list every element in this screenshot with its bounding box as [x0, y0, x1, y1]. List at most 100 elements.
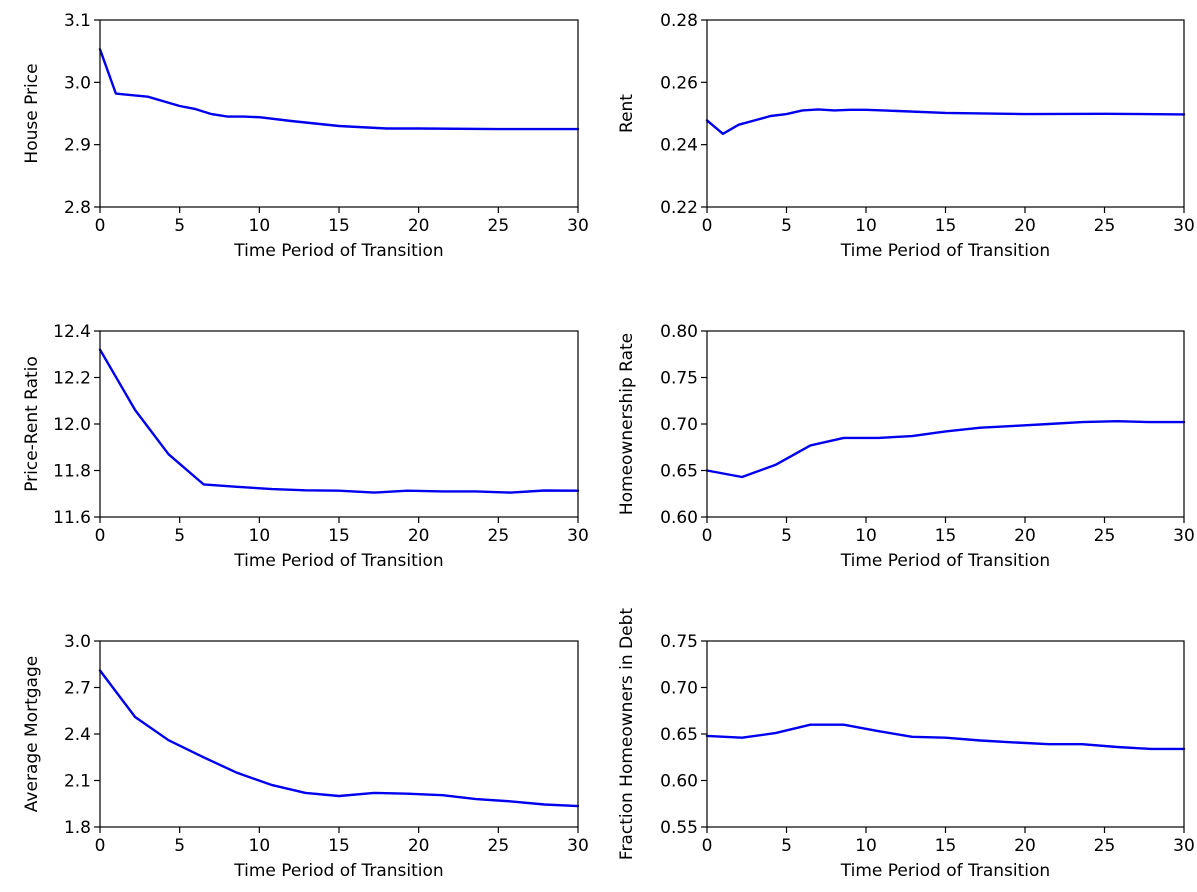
y-tick-label: 11.6: [53, 508, 91, 528]
x-tick-label: 10: [249, 526, 271, 546]
x-tick-label: 25: [1094, 836, 1116, 856]
x-tick-label: 5: [781, 526, 792, 546]
x-axis-label: Time Period of Transition: [233, 861, 443, 881]
chart-panel-1: 0 5 10 15 20 25 30 2.8 2.9 3.0 3.1 Time Period of T…: [22, 11, 589, 261]
y-tick-label: 0.60: [660, 508, 698, 528]
x-tick-label: 0: [95, 836, 106, 856]
x-tick-label: 25: [488, 836, 510, 856]
x-tick-label: 15: [328, 216, 350, 236]
y-tick-label: 0.22: [660, 198, 698, 218]
y-tick-label: 0.65: [660, 725, 698, 745]
series-line-1: [98, 669, 580, 808]
x-tick-label: 10: [249, 836, 271, 856]
y-tick-label: 0.60: [660, 772, 698, 792]
x-tick-label: 15: [935, 836, 957, 856]
y-tick-label: 2.7: [64, 679, 91, 699]
plot-frame: [99, 330, 579, 518]
y-tick-label: 0.26: [660, 73, 698, 93]
series-line-1: [705, 420, 1186, 479]
x-tick-label: 30: [1173, 526, 1195, 546]
y-tick-label: 0.24: [660, 136, 698, 156]
x-tick-label: 15: [328, 526, 350, 546]
x-axis-label: Time Period of Transition: [840, 861, 1050, 881]
y-axis-label: Average Mortgage: [22, 656, 42, 812]
chart-panel-5: 0 5 10 15 20 25 30 1.8 2.1 2.4 2.7 3.0 Time Period o…: [22, 632, 589, 881]
chart-panel-2: 0 5 10 15 20 25 30 0.22 0.24 0.26 0.28 Time Period …: [617, 11, 1195, 261]
y-tick-label: 3.1: [64, 11, 91, 31]
x-tick-label: 30: [567, 216, 589, 236]
x-tick-label: 5: [174, 216, 185, 236]
y-axis-label: House Price: [22, 63, 42, 163]
series-line-1: [705, 108, 1186, 136]
x-tick-label: 20: [408, 216, 430, 236]
y-tick-label: 0.80: [660, 322, 698, 342]
y-tick-label: 2.9: [64, 136, 91, 156]
y-tick-label: 2.4: [64, 725, 91, 745]
x-tick-label: 0: [95, 526, 106, 546]
y-tick-label: 0.75: [660, 632, 698, 652]
series-line-1: [705, 723, 1186, 751]
chart-panel-3: 0 5 10 15 20 25 30 11.6 11.8 12.0 12.2 12.4 Time Per…: [22, 322, 589, 571]
x-tick-label: 20: [408, 836, 430, 856]
x-tick-label: 5: [781, 216, 792, 236]
x-tick-label: 10: [855, 526, 877, 546]
y-axis-label: Rent: [617, 94, 637, 133]
x-tick-label: 15: [935, 216, 957, 236]
chart-panel-4: 0 5 10 15 20 25 30 0.60 0.65 0.70 0.75 0.80 Time Per…: [617, 322, 1195, 571]
y-axis-label: Price-Rent Ratio: [22, 356, 42, 492]
series-line-1: [98, 348, 580, 494]
y-tick-label: 2.1: [64, 772, 91, 792]
y-axis-label: Fraction Homeowners in Debt: [617, 608, 637, 860]
x-tick-label: 25: [488, 216, 510, 236]
x-tick-label: 10: [249, 216, 271, 236]
x-tick-label: 25: [1094, 526, 1116, 546]
x-axis-label: Time Period of Transition: [840, 551, 1050, 571]
y-axis-label: Homeownership Rate: [617, 333, 637, 515]
x-tick-label: 0: [702, 836, 713, 856]
x-tick-label: 20: [408, 526, 430, 546]
y-tick-label: 12.4: [53, 322, 91, 342]
x-tick-label: 30: [567, 836, 589, 856]
plot-frame: [99, 640, 579, 828]
chart-panel-6: 0 5 10 15 20 25 30 0.55 0.60 0.65 0.70 0.75 Time Per…: [617, 608, 1195, 881]
x-tick-label: 0: [95, 216, 106, 236]
y-tick-label: 11.8: [53, 462, 91, 482]
plot-frame: [706, 330, 1185, 518]
x-tick-label: 30: [567, 526, 589, 546]
y-tick-label: 12.2: [53, 369, 91, 389]
y-tick-label: 12.0: [53, 415, 91, 435]
x-tick-label: 0: [702, 526, 713, 546]
x-tick-label: 0: [702, 216, 713, 236]
x-tick-label: 15: [935, 526, 957, 546]
x-tick-label: 5: [174, 836, 185, 856]
x-tick-label: 25: [488, 526, 510, 546]
x-tick-label: 30: [1173, 216, 1195, 236]
plot-frame: [99, 19, 579, 208]
y-tick-label: 2.8: [64, 198, 91, 218]
y-tick-label: 0.65: [660, 462, 698, 482]
x-axis-label: Time Period of Transition: [233, 551, 443, 571]
x-tick-label: 30: [1173, 836, 1195, 856]
y-tick-label: 3.0: [64, 632, 91, 652]
y-tick-label: 3.0: [64, 73, 91, 93]
x-axis-label: Time Period of Transition: [840, 241, 1050, 261]
plot-frame: [706, 640, 1185, 828]
x-tick-label: 15: [328, 836, 350, 856]
y-tick-label: 0.75: [660, 369, 698, 389]
y-tick-label: 0.55: [660, 818, 698, 838]
y-tick-label: 1.8: [64, 818, 91, 838]
series-line-1: [98, 48, 580, 131]
x-tick-label: 20: [1014, 836, 1036, 856]
x-tick-label: 5: [174, 526, 185, 546]
y-tick-label: 0.28: [660, 11, 698, 31]
y-tick-label: 0.70: [660, 679, 698, 699]
x-tick-label: 25: [1094, 216, 1116, 236]
x-axis-label: Time Period of Transition: [233, 241, 443, 261]
x-tick-label: 20: [1014, 216, 1036, 236]
x-tick-label: 20: [1014, 526, 1036, 546]
y-tick-label: 0.70: [660, 415, 698, 435]
x-tick-label: 10: [855, 216, 877, 236]
x-tick-label: 10: [855, 836, 877, 856]
x-tick-label: 5: [781, 836, 792, 856]
